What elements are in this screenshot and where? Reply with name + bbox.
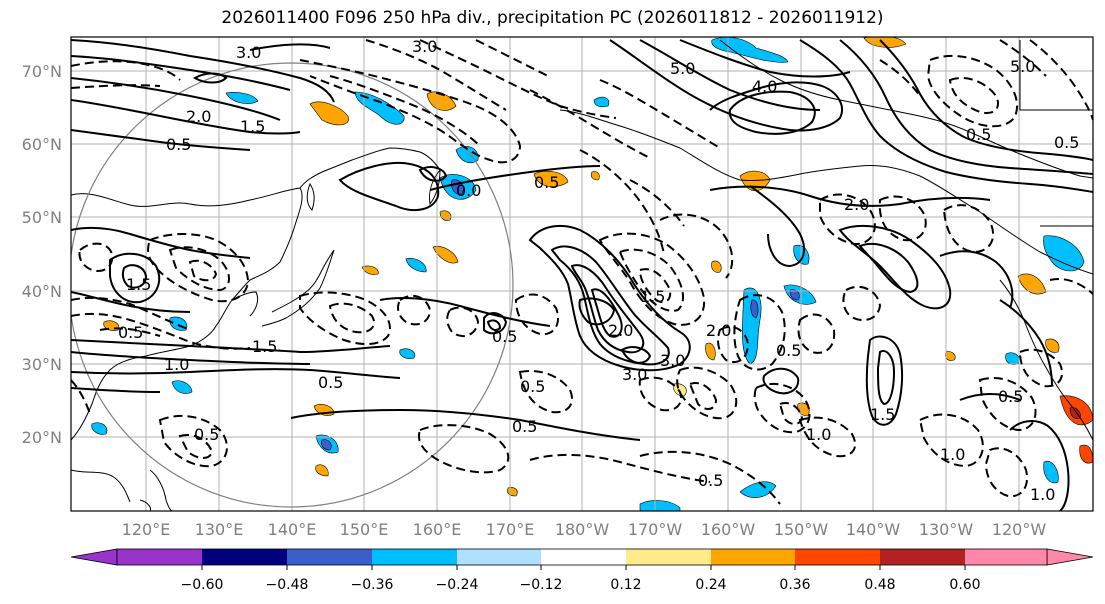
contour-label: 1.5 <box>870 405 895 424</box>
lon-label: 170°E <box>486 520 535 539</box>
colorbar-segment <box>287 549 372 565</box>
colorbar-tick-label: 0.12 <box>610 577 641 593</box>
contour-label: 3.0 <box>660 351 685 370</box>
contour-label: 2.0 <box>706 321 731 340</box>
lon-label: 160°W <box>701 520 756 539</box>
colorbar-segment <box>711 549 795 565</box>
lon-label: 160°E <box>413 520 462 539</box>
colorbar-segments <box>117 549 1047 565</box>
contour-label: 0.5 <box>698 471 723 490</box>
lon-label: 120°W <box>992 520 1047 539</box>
lat-label: 70°N <box>22 62 62 81</box>
lat-label: 30°N <box>22 355 62 374</box>
colorbar-tick-label: 0.24 <box>695 577 726 593</box>
contour-label: 0.5 <box>118 323 143 342</box>
contour-label: 0.5 <box>776 341 801 360</box>
contour-label: 1.5 <box>640 287 665 306</box>
colorbar-extend-high <box>1046 548 1094 566</box>
range-circle <box>71 62 514 508</box>
contour-label: 0.5 <box>166 135 191 154</box>
colorbar-segment <box>626 549 711 565</box>
contour-label: 3.0 <box>622 365 647 384</box>
longitude-labels: 120°E 130°E 140°E 150°E 160°E 170°E 180°… <box>122 520 1047 539</box>
colorbar-tick-label: 0.48 <box>864 577 895 593</box>
contour-label: 3.0 <box>236 43 261 62</box>
contour-label: 0.5 <box>318 373 343 392</box>
colorbar-extend-low <box>70 548 118 566</box>
contour-label: 0.5 <box>520 377 545 396</box>
lon-label: 130°W <box>919 520 974 539</box>
colorbar-tick-label: 0.36 <box>779 577 810 593</box>
latitude-labels: 70°N 60°N 50°N 40°N 30°N 20°N <box>22 62 62 447</box>
map-content: 3.0 3.0 2.0 1.5 0.5 0.0 0.5 5.0 4.0 3.0 … <box>71 37 1093 511</box>
lon-label: 140°W <box>846 520 901 539</box>
lon-label: 130°E <box>195 520 244 539</box>
lon-label: 150°W <box>774 520 829 539</box>
contour-label: 0.0 <box>456 181 481 200</box>
contour-label: 1.0 <box>940 445 965 464</box>
colorbar-segment <box>117 549 202 565</box>
lat-label: 60°N <box>22 135 62 154</box>
colorbar-tick-labels: −0.60 −0.48 −0.36 −0.24 −0.12 0.12 0.24 … <box>181 577 981 593</box>
contour-label: 0.5 <box>1054 133 1079 152</box>
contour-label: 0.5 <box>492 327 517 346</box>
lat-label: 40°N <box>22 282 62 301</box>
contour-label: 1.0 <box>1030 485 1055 504</box>
colorbar-tick-label: −0.48 <box>266 577 309 593</box>
contour-label: 0.5 <box>998 387 1023 406</box>
lat-label: 50°N <box>22 208 62 227</box>
colorbar-segment <box>372 549 457 565</box>
lon-label: 180°W <box>555 520 610 539</box>
colorbar-outline <box>116 548 1048 566</box>
colorbar-segment <box>202 549 287 565</box>
contour-label: 1.5 <box>240 117 265 136</box>
precipitation-shading <box>91 37 1093 511</box>
contour-label: 5.0 <box>670 59 695 78</box>
map-frame <box>70 36 1094 512</box>
graticule <box>71 37 1093 511</box>
contour-label: 3.0 <box>412 37 437 56</box>
colorbar-tick-label: −0.24 <box>436 577 479 593</box>
lon-label: 170°W <box>628 520 683 539</box>
contour-label: 0.5 <box>512 417 537 436</box>
divergence-contours-positive <box>71 39 1093 511</box>
contour-label: 1.0 <box>164 355 189 374</box>
divergence-contours-negative <box>71 39 1093 505</box>
contour-label: 4.0 <box>752 77 777 96</box>
colorbar-tick-label: −0.60 <box>181 577 224 593</box>
colorbar-segment <box>795 549 880 565</box>
lon-label: 140°E <box>268 520 317 539</box>
colorbar-tick-label: −0.36 <box>351 577 394 593</box>
contour-label: 1.5 <box>252 337 277 356</box>
lon-label: 120°E <box>122 520 171 539</box>
map-title: 2026011400 F096 250 hPa div., precipitat… <box>221 8 884 28</box>
contour-label: 1.5 <box>126 275 151 294</box>
contour-label: 1.0 <box>806 425 831 444</box>
contour-label: 2.0 <box>844 195 869 214</box>
contour-label: 0.5 <box>194 425 219 444</box>
contour-label: 0.5 <box>534 173 559 192</box>
contour-label: 2.0 <box>186 107 211 126</box>
colorbar-ticks <box>201 565 966 570</box>
colorbar-tick-label: 0.60 <box>949 577 980 593</box>
colorbar-segment <box>880 549 965 565</box>
contour-label: 0.5 <box>966 125 991 144</box>
contour-label: 5.0 <box>1010 57 1035 76</box>
contour-labels: 3.0 3.0 2.0 1.5 0.5 0.0 0.5 5.0 4.0 3.0 … <box>118 37 1079 504</box>
contour-label: 2.0 <box>608 321 633 340</box>
lat-label: 20°N <box>22 428 62 447</box>
colorbar-tick-label: −0.12 <box>520 577 563 593</box>
colorbar-segment <box>457 549 541 565</box>
colorbar: −0.60 −0.48 −0.36 −0.24 −0.12 0.12 0.24 … <box>70 548 1094 593</box>
lon-label: 150°E <box>340 520 389 539</box>
colorbar-segment <box>965 549 1047 565</box>
colorbar-segment <box>541 549 626 565</box>
